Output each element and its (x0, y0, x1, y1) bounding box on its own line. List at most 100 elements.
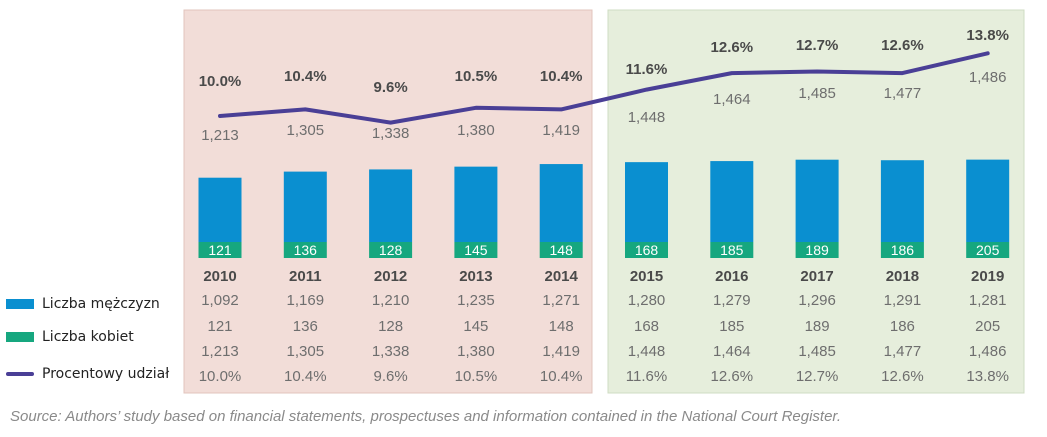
source-note: Source: Authors’ study based on financia… (10, 408, 842, 425)
total-label-2015: 1,448 (628, 109, 666, 126)
table-total-2014: 1,419 (542, 343, 580, 360)
bar-women-2014 (539, 242, 583, 258)
table-share-2015: 11.6% (626, 368, 667, 385)
bar-women-2015 (625, 242, 668, 258)
year-label-2017: 2017 (800, 268, 833, 285)
table-share-2014: 10.4% (540, 368, 583, 385)
legend-swatch-men (6, 299, 34, 309)
total-label-2019: 1,486 (969, 69, 1007, 86)
bar-men-2016 (710, 161, 754, 242)
bar-men-2012 (369, 169, 413, 242)
table-total-2017: 1,485 (798, 343, 836, 360)
bar-women-label-2010: 121 (208, 242, 232, 258)
year-label-2016: 2016 (715, 268, 748, 285)
total-label-2018: 1,477 (884, 85, 922, 102)
share-label-2016: 12.6% (711, 39, 754, 56)
table-women-2018: 186 (890, 318, 915, 335)
table-share-2018: 12.6% (881, 368, 924, 385)
share-label-2011: 10.4% (284, 68, 327, 85)
table-total-2010: 1,213 (201, 343, 239, 360)
bar-women-2017 (795, 242, 839, 258)
table-total-2019: 1,486 (969, 343, 1007, 360)
bar-men-2013 (454, 166, 498, 242)
bar-men-2015 (625, 162, 668, 242)
table-share-2013: 10.5% (455, 368, 498, 385)
share-line (218, 51, 990, 125)
share-label-2013: 10.5% (455, 68, 498, 85)
table-women-2019: 205 (975, 318, 1000, 335)
share-label-2018: 12.6% (881, 37, 924, 54)
share-label-2012: 9.6% (373, 79, 407, 96)
bar-women-label-2013: 145 (464, 242, 488, 258)
table-women-2011: 136 (293, 318, 318, 335)
chart-bars (198, 159, 1010, 258)
legend-swatch-women (6, 332, 34, 342)
table-total-2012: 1,338 (372, 343, 410, 360)
chart: 121 1,213 136 1,305 128 1,338 145 1,380 148 1,419… (183, 9, 1025, 394)
table-total-2013: 1,380 (457, 343, 495, 360)
table-women-2014: 148 (549, 318, 574, 335)
bar-women-label-2019: 205 (976, 242, 1000, 258)
table-share-2011: 10.4% (284, 368, 327, 385)
table-men-2016: 1,279 (713, 292, 751, 309)
table-total-2018: 1,477 (884, 343, 922, 360)
bar-women-2019 (966, 242, 1010, 258)
year-label-2015: 2015 (630, 268, 663, 285)
table-share-2016: 12.6% (711, 368, 754, 385)
table-share-2010: 10.0% (199, 368, 242, 385)
chart-labels: 121 1,213 136 1,305 128 1,338 145 1,380 148 1,419… (199, 27, 1009, 258)
bar-women-2010 (198, 242, 242, 258)
total-label-2010: 1,213 (201, 127, 239, 144)
bar-women-label-2014: 148 (550, 242, 574, 258)
table-total-2015: 1,448 (628, 343, 666, 360)
bar-men-2014 (539, 164, 583, 242)
total-label-2014: 1,419 (542, 122, 580, 139)
table-women-2016: 185 (719, 318, 744, 335)
share-label-2017: 12.7% (796, 37, 839, 54)
year-label-2012: 2012 (374, 268, 407, 285)
total-label-2011: 1,305 (287, 122, 325, 139)
year-label-2014: 2014 (545, 268, 579, 285)
bar-women-2018 (880, 242, 924, 258)
table-women-2012: 128 (378, 318, 403, 335)
bar-women-2016 (710, 242, 754, 258)
share-label-2015: 11.6% (626, 61, 668, 78)
total-label-2013: 1,380 (457, 122, 495, 139)
year-label-2018: 2018 (886, 268, 919, 285)
table-total-2011: 1,305 (287, 343, 325, 360)
legend-label-men: Liczba mężczyzn (42, 296, 160, 312)
bar-women-label-2017: 189 (805, 242, 829, 258)
table-share-2017: 12.7% (796, 368, 839, 385)
bar-men-2011 (283, 171, 327, 242)
year-label-2011: 2011 (289, 268, 322, 285)
bar-women-label-2018: 186 (891, 242, 915, 258)
table-men-2019: 1,281 (969, 292, 1007, 309)
legend-label-women: Liczba kobiet (42, 329, 134, 345)
legend-label-share: Procentowy udział (42, 366, 170, 382)
table-men-2010: 1,092 (201, 292, 239, 309)
table-share-2019: 13.8% (966, 368, 1009, 385)
bar-women-label-2012: 128 (379, 242, 403, 258)
bar-men-2010 (198, 177, 242, 242)
year-label-2013: 2013 (459, 268, 492, 285)
data-table: 2010 1,092 121 1,213 10.0% 2011 1,169 136 1,305 1… (199, 268, 1009, 385)
bar-women-2012 (369, 242, 413, 258)
year-label-2019: 2019 (971, 268, 1004, 285)
table-men-2017: 1,296 (798, 292, 836, 309)
table-women-2013: 145 (463, 318, 488, 335)
table-men-2014: 1,271 (542, 292, 580, 309)
bar-women-2013 (454, 242, 498, 258)
bar-women-label-2015: 168 (635, 242, 659, 258)
table-men-2012: 1,210 (372, 292, 410, 309)
share-label-2014: 10.4% (540, 68, 583, 85)
bar-women-label-2016: 185 (720, 242, 744, 258)
table-men-2018: 1,291 (884, 292, 922, 309)
bar-men-2017 (795, 159, 839, 242)
share-label-2010: 10.0% (199, 73, 242, 90)
legend-swatch-share (6, 372, 34, 376)
chart-background-regions (183, 9, 1025, 394)
table-men-2011: 1,169 (287, 292, 325, 309)
legend-item-men: Liczba mężczyzn (6, 292, 186, 316)
table-total-2016: 1,464 (713, 343, 751, 360)
table-men-2013: 1,235 (457, 292, 495, 309)
